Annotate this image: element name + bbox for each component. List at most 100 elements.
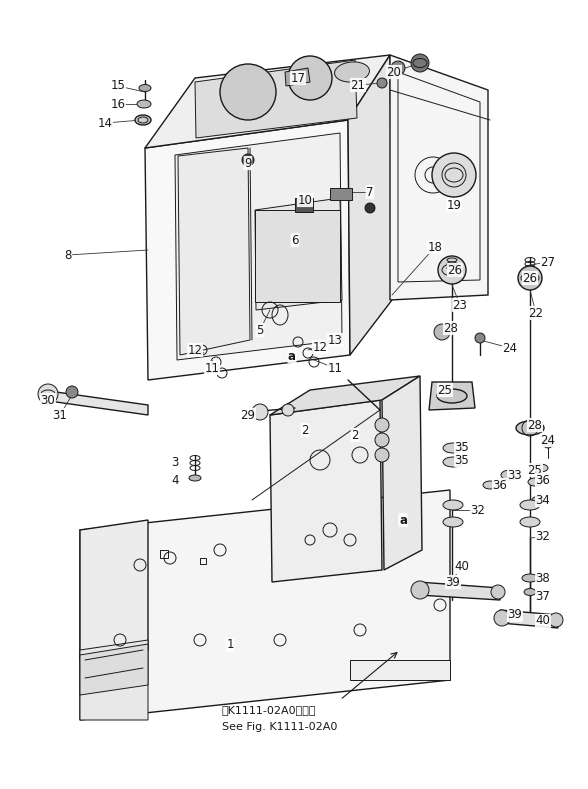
Text: 32: 32 — [470, 503, 486, 517]
Ellipse shape — [528, 478, 542, 486]
Text: 11: 11 — [205, 361, 219, 375]
Ellipse shape — [532, 464, 548, 472]
Circle shape — [375, 418, 389, 432]
Circle shape — [66, 386, 78, 398]
Text: 39: 39 — [507, 608, 522, 622]
Circle shape — [549, 613, 563, 627]
Text: 26: 26 — [447, 264, 463, 276]
Polygon shape — [80, 644, 148, 695]
Text: 37: 37 — [536, 589, 550, 603]
Text: 5: 5 — [256, 323, 263, 336]
Polygon shape — [42, 390, 148, 415]
Polygon shape — [390, 55, 488, 300]
Circle shape — [475, 333, 485, 343]
Text: 18: 18 — [427, 241, 442, 253]
Text: 11: 11 — [328, 361, 342, 375]
Text: 32: 32 — [536, 530, 550, 544]
Circle shape — [518, 266, 542, 290]
Text: 第K1111-02A0図参照: 第K1111-02A0図参照 — [222, 705, 316, 715]
Bar — [255, 210, 340, 302]
Bar — [200, 558, 206, 564]
Ellipse shape — [437, 389, 467, 403]
Ellipse shape — [443, 517, 463, 527]
Text: 29: 29 — [240, 409, 256, 421]
Text: 16: 16 — [111, 98, 125, 110]
Text: a: a — [288, 350, 296, 362]
Text: 35: 35 — [455, 454, 469, 466]
Polygon shape — [145, 120, 350, 380]
Text: 26: 26 — [523, 271, 537, 285]
Text: 24: 24 — [503, 342, 517, 354]
Polygon shape — [270, 400, 382, 582]
Text: 39: 39 — [446, 575, 460, 589]
Text: 27: 27 — [540, 256, 556, 268]
Circle shape — [411, 581, 429, 599]
Bar — [330, 188, 352, 200]
Text: 30: 30 — [41, 394, 55, 406]
Ellipse shape — [335, 62, 369, 82]
Text: 2: 2 — [351, 428, 359, 442]
Text: 13: 13 — [328, 334, 342, 346]
Text: 36: 36 — [536, 473, 550, 487]
Text: 6: 6 — [291, 234, 299, 246]
Bar — [295, 198, 313, 212]
Ellipse shape — [443, 457, 463, 467]
Polygon shape — [418, 582, 500, 600]
Ellipse shape — [520, 517, 540, 527]
Text: 28: 28 — [527, 418, 543, 432]
Text: 15: 15 — [111, 78, 125, 92]
Text: 7: 7 — [366, 185, 374, 199]
Text: 22: 22 — [529, 306, 543, 320]
Circle shape — [375, 448, 389, 462]
Circle shape — [375, 433, 389, 447]
Polygon shape — [178, 148, 250, 355]
Text: 23: 23 — [453, 298, 467, 312]
Text: 33: 33 — [507, 469, 522, 481]
Text: See Fig. K1111-02A0: See Fig. K1111-02A0 — [222, 722, 338, 732]
Text: 8: 8 — [64, 249, 72, 261]
Bar — [160, 550, 168, 558]
Circle shape — [543, 438, 553, 448]
Text: 40: 40 — [536, 615, 550, 627]
Text: 31: 31 — [52, 409, 68, 421]
Text: a: a — [399, 514, 407, 526]
Text: 36: 36 — [493, 478, 507, 492]
Ellipse shape — [137, 100, 151, 108]
Polygon shape — [500, 610, 558, 628]
Bar — [350, 660, 450, 680]
Text: 9: 9 — [244, 156, 252, 170]
Polygon shape — [255, 198, 342, 310]
Circle shape — [377, 78, 387, 88]
Ellipse shape — [139, 84, 151, 92]
Text: 25: 25 — [437, 383, 452, 397]
Text: 12: 12 — [188, 343, 202, 357]
Text: 35: 35 — [455, 440, 469, 454]
Circle shape — [252, 404, 268, 420]
Text: 4: 4 — [171, 473, 179, 487]
Text: 12: 12 — [312, 341, 328, 353]
Polygon shape — [382, 376, 422, 570]
Circle shape — [365, 203, 375, 213]
Ellipse shape — [520, 500, 540, 510]
Circle shape — [288, 56, 332, 100]
Circle shape — [438, 256, 466, 284]
Polygon shape — [270, 376, 420, 415]
Circle shape — [220, 64, 276, 120]
Polygon shape — [429, 382, 475, 410]
Text: 24: 24 — [540, 433, 556, 447]
Ellipse shape — [443, 500, 463, 510]
Text: 25: 25 — [527, 463, 543, 477]
Ellipse shape — [483, 481, 497, 489]
Text: 38: 38 — [536, 571, 550, 585]
Ellipse shape — [135, 115, 151, 125]
Text: 19: 19 — [446, 199, 462, 211]
Text: 20: 20 — [386, 65, 402, 78]
Polygon shape — [80, 490, 450, 720]
Circle shape — [494, 610, 510, 626]
Polygon shape — [175, 133, 342, 360]
Text: 14: 14 — [98, 117, 112, 129]
Text: 40: 40 — [455, 560, 469, 574]
Polygon shape — [80, 640, 148, 720]
Text: 10: 10 — [298, 193, 312, 207]
Ellipse shape — [516, 421, 544, 435]
